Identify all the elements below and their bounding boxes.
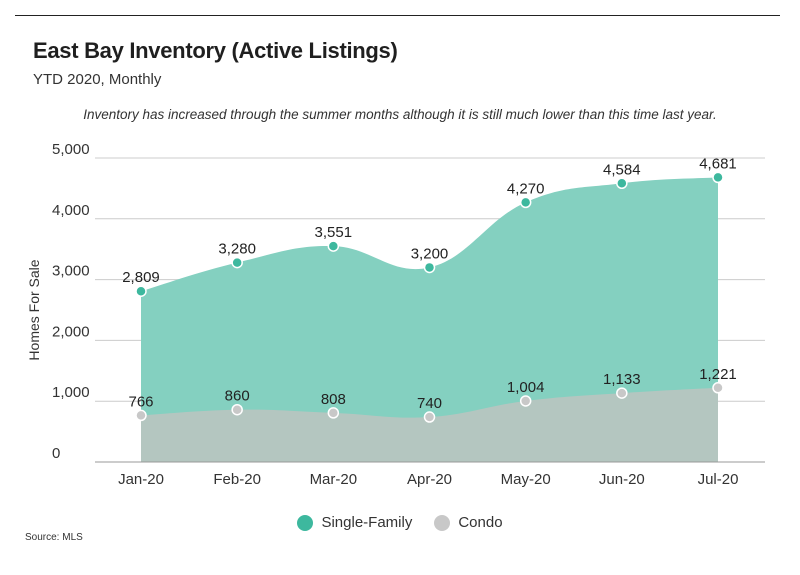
legend-item-single-family[interactable]: Single-Family	[297, 514, 412, 531]
x-tick-label: May-20	[501, 471, 551, 488]
x-tick-label: Jul-20	[698, 471, 739, 488]
x-tick-label: Jan-20	[118, 471, 164, 488]
data-point-condo[interactable]	[231, 403, 243, 416]
y-tick-label: 5,000	[52, 141, 90, 158]
data-point-condo[interactable]	[423, 411, 436, 423]
data-label-condo: 1,221	[699, 366, 737, 383]
legend-swatch-condo	[434, 514, 451, 531]
data-label-single-family: 3,280	[218, 241, 256, 258]
data-point-condo[interactable]	[712, 382, 724, 394]
data-point-condo[interactable]	[519, 395, 532, 407]
data-label-condo: 766	[128, 393, 153, 410]
x-tick-label: Apr-20	[407, 471, 452, 488]
data-label-single-family: 4,681	[699, 155, 737, 172]
data-label-condo: 1,133	[603, 371, 641, 388]
legend-label-single-family: Single-Family	[321, 514, 413, 531]
y-tick-label: 1,000	[52, 384, 90, 401]
chart-legend: Single-Family Condo	[0, 514, 800, 531]
data-point-condo[interactable]	[327, 407, 340, 419]
data-label-single-family: 4,270	[507, 180, 545, 197]
chart-frame	[15, 15, 780, 556]
data-point-condo[interactable]	[135, 409, 147, 422]
data-point-single-family[interactable]	[423, 261, 436, 274]
data-label-single-family: 4,584	[603, 161, 641, 178]
y-axis-label: Homes For Sale	[26, 259, 42, 360]
y-tick-label: 2,000	[52, 323, 90, 340]
data-point-single-family[interactable]	[616, 177, 628, 190]
data-point-single-family[interactable]	[231, 256, 243, 269]
data-label-single-family: 2,809	[122, 269, 160, 286]
data-label-condo: 860	[225, 388, 250, 405]
y-tick-label: 0	[52, 445, 60, 462]
data-label-condo: 808	[321, 391, 346, 408]
data-label-single-family: 3,551	[315, 224, 353, 241]
data-point-single-family[interactable]	[712, 171, 724, 184]
x-tick-label: Feb-20	[213, 471, 261, 488]
data-point-single-family[interactable]	[519, 196, 532, 209]
x-tick-label: Mar-20	[310, 471, 358, 488]
x-tick-label: Jun-20	[599, 471, 645, 488]
y-tick-label: 3,000	[52, 263, 90, 280]
legend-item-condo[interactable]: Condo	[434, 514, 503, 531]
data-label-condo: 1,004	[507, 379, 545, 396]
area-condo	[141, 387, 718, 462]
legend-label-condo: Condo	[458, 514, 503, 531]
area-single-family	[141, 177, 718, 462]
legend-swatch-single-family	[297, 514, 314, 531]
data-label-condo: 740	[417, 395, 442, 412]
data-point-condo[interactable]	[616, 387, 628, 399]
chart-title: East Bay Inventory (Active Listings)	[33, 38, 398, 63]
chart-subtitle: YTD 2020, Monthly	[33, 71, 162, 88]
data-label-single-family: 3,200	[411, 245, 449, 262]
chart-annotation: Inventory has increased through the summ…	[83, 107, 717, 122]
y-tick-label: 4,000	[52, 202, 90, 219]
source-note: Source: MLS	[25, 532, 83, 543]
data-point-single-family[interactable]	[327, 240, 340, 252]
data-point-single-family[interactable]	[135, 285, 147, 297]
